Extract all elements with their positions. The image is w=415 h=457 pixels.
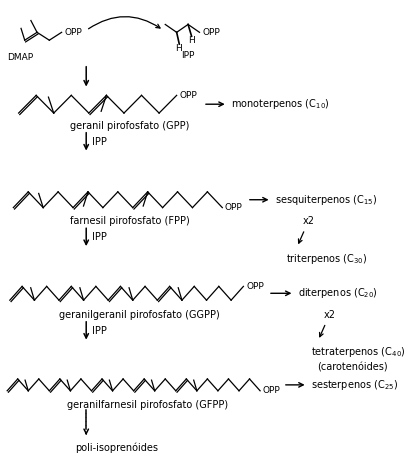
Text: DMAP: DMAP (7, 53, 33, 63)
Text: OPP: OPP (64, 28, 82, 37)
Text: sesterpenos (C$_{25}$): sesterpenos (C$_{25}$) (311, 378, 398, 392)
Text: poli-isoprenóides: poli-isoprenóides (76, 443, 159, 453)
Text: geranil pirofosfato (GPP): geranil pirofosfato (GPP) (71, 121, 190, 131)
Text: triterpenos (C$_{30}$): triterpenos (C$_{30}$) (286, 252, 367, 266)
Text: geranilfarnesil pirofosfato (GFPP): geranilfarnesil pirofosfato (GFPP) (67, 399, 228, 409)
Text: IPP: IPP (93, 137, 107, 147)
Text: geranilgeranil pirofosfato (GGPP): geranilgeranil pirofosfato (GGPP) (59, 310, 219, 320)
Text: IPP: IPP (181, 52, 195, 60)
Text: IPP: IPP (93, 232, 107, 242)
Text: farnesil pirofosfato (FPP): farnesil pirofosfato (FPP) (70, 217, 190, 226)
Text: IPP: IPP (93, 326, 107, 336)
Text: H: H (188, 36, 195, 45)
Text: OPP: OPP (263, 386, 281, 395)
Text: tetraterpenos (C$_{40}$): tetraterpenos (C$_{40}$) (311, 345, 405, 359)
Text: (carotenóides): (carotenóides) (317, 362, 388, 372)
Text: x2: x2 (303, 217, 315, 226)
Text: sesquiterpenos (C$_{15}$): sesquiterpenos (C$_{15}$) (275, 193, 377, 207)
Text: monoterpenos (C$_{10}$): monoterpenos (C$_{10}$) (231, 97, 330, 111)
Text: OPP: OPP (246, 282, 264, 291)
Text: OPP: OPP (179, 91, 197, 100)
Text: OPP: OPP (225, 203, 243, 212)
Text: H: H (175, 43, 182, 53)
Text: OPP: OPP (202, 28, 220, 37)
Text: x2: x2 (324, 310, 336, 320)
Text: diterpenos (C$_{20}$): diterpenos (C$_{20}$) (298, 286, 378, 300)
